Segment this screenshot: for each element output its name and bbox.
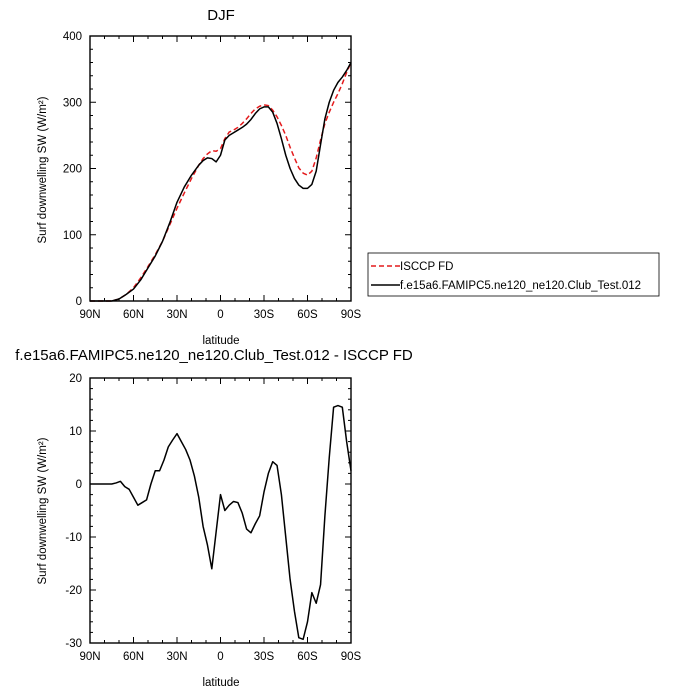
bottom-panel-series <box>90 404 352 641</box>
legend-box <box>367 252 660 297</box>
bottom-panel-y-tick-label: 0 <box>76 479 82 491</box>
bottom-panel-x-tick-label: 0 <box>217 651 223 663</box>
top-panel-x-tick-label: 30N <box>166 309 187 321</box>
top-panel-x-tick-label: 0 <box>217 309 223 321</box>
bottom-panel: f.e15a6.FAMIPC5.ne120_ne120.Club_Test.01… <box>15 347 413 689</box>
top-panel-x-tick-label: 60N <box>123 309 144 321</box>
bottom-panel-y-tick-label: -10 <box>65 532 82 544</box>
bottom-panel-axes: 90N 60N 30N 0 30S 60S 90S -30 -20 -10 0 10 20 <box>65 373 361 663</box>
top-panel-title: DJF <box>207 7 235 24</box>
top-panel: DJF Surf downwelling SW (W/m²) latitude … <box>37 7 362 347</box>
bottom-panel-y-tick-label: 10 <box>69 426 82 438</box>
top-panel-y-tick-label: 300 <box>63 97 82 109</box>
top-panel-ylabel: Surf downwelling SW (W/m²) <box>37 96 49 243</box>
bottom-panel-xlabel: latitude <box>202 677 239 689</box>
bottom-panel-x-tick-label: 60N <box>123 651 144 663</box>
bottom-panel-ylabel: Surf downwelling SW (W/m²) <box>37 437 49 584</box>
bottom-panel-x-tick-label: 60S <box>297 651 318 663</box>
bottom-panel-x-tick-label: 30S <box>254 651 275 663</box>
bottom-panel-y-tick-label: 20 <box>69 373 82 385</box>
top-panel-series-0-line <box>90 62 352 302</box>
bottom-panel-y-tick-label: -20 <box>65 585 82 597</box>
bottom-panel-y-tick-label: -30 <box>65 638 82 650</box>
legend-label-isccp: ISCCP FD <box>400 261 453 273</box>
bottom-panel-frame <box>89 377 352 644</box>
top-panel-xlabel: latitude <box>202 335 239 347</box>
legend: ISCCP FD f.e15a6.FAMIPC5.ne120_ne120.Clu… <box>367 252 660 297</box>
bottom-panel-x-tick-label: 90N <box>79 651 100 663</box>
top-panel-y-tick-label: 0 <box>76 296 82 308</box>
bottom-panel-series-0-line <box>90 404 352 641</box>
top-panel-x-tick-label: 90S <box>341 309 362 321</box>
top-panel-x-tick-label: 90N <box>79 309 100 321</box>
top-panel-axes: 90N 60N 30N 0 30S 60S 90S 0 100 200 300 400 <box>63 31 362 321</box>
top-panel-y-tick-label: 100 <box>63 230 82 242</box>
bottom-panel-title: f.e15a6.FAMIPC5.ne120_ne120.Club_Test.01… <box>15 347 413 364</box>
top-panel-series <box>90 62 352 302</box>
bottom-panel-x-tick-label: 90S <box>341 651 362 663</box>
top-panel-x-tick-label: 60S <box>297 309 318 321</box>
bottom-panel-x-tick-label: 30N <box>166 651 187 663</box>
top-panel-x-tick-label: 30S <box>254 309 275 321</box>
top-panel-y-tick-label: 200 <box>63 164 82 176</box>
top-panel-frame <box>89 35 352 302</box>
top-panel-series-1-line <box>90 62 352 302</box>
legend-label-model: f.e15a6.FAMIPC5.ne120_ne120.Club_Test.01… <box>400 280 641 292</box>
top-panel-y-tick-label: 400 <box>63 31 82 43</box>
